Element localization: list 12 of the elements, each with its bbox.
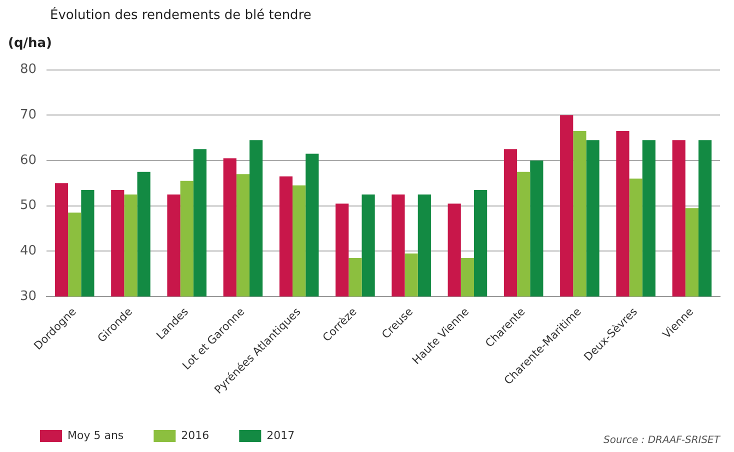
legend-label: 2016 — [181, 428, 210, 442]
legend-label: 2017 — [266, 428, 295, 442]
y-tick-label: 50 — [20, 198, 37, 214]
y-tick-label: 30 — [20, 288, 37, 304]
source-note: Source : DRAAF-SRISET — [604, 435, 720, 446]
y-tick-label: 80 — [20, 62, 37, 78]
y-tick-label: 70 — [20, 108, 37, 123]
y-tick-label: 40 — [20, 244, 37, 259]
y-axis-title: (q/ha) — [8, 36, 52, 51]
legend-label: Moy 5 ans — [68, 428, 124, 442]
y-tick-label: 60 — [20, 152, 37, 168]
chart-title: Évolution des rendements de blé tendre — [50, 8, 312, 23]
